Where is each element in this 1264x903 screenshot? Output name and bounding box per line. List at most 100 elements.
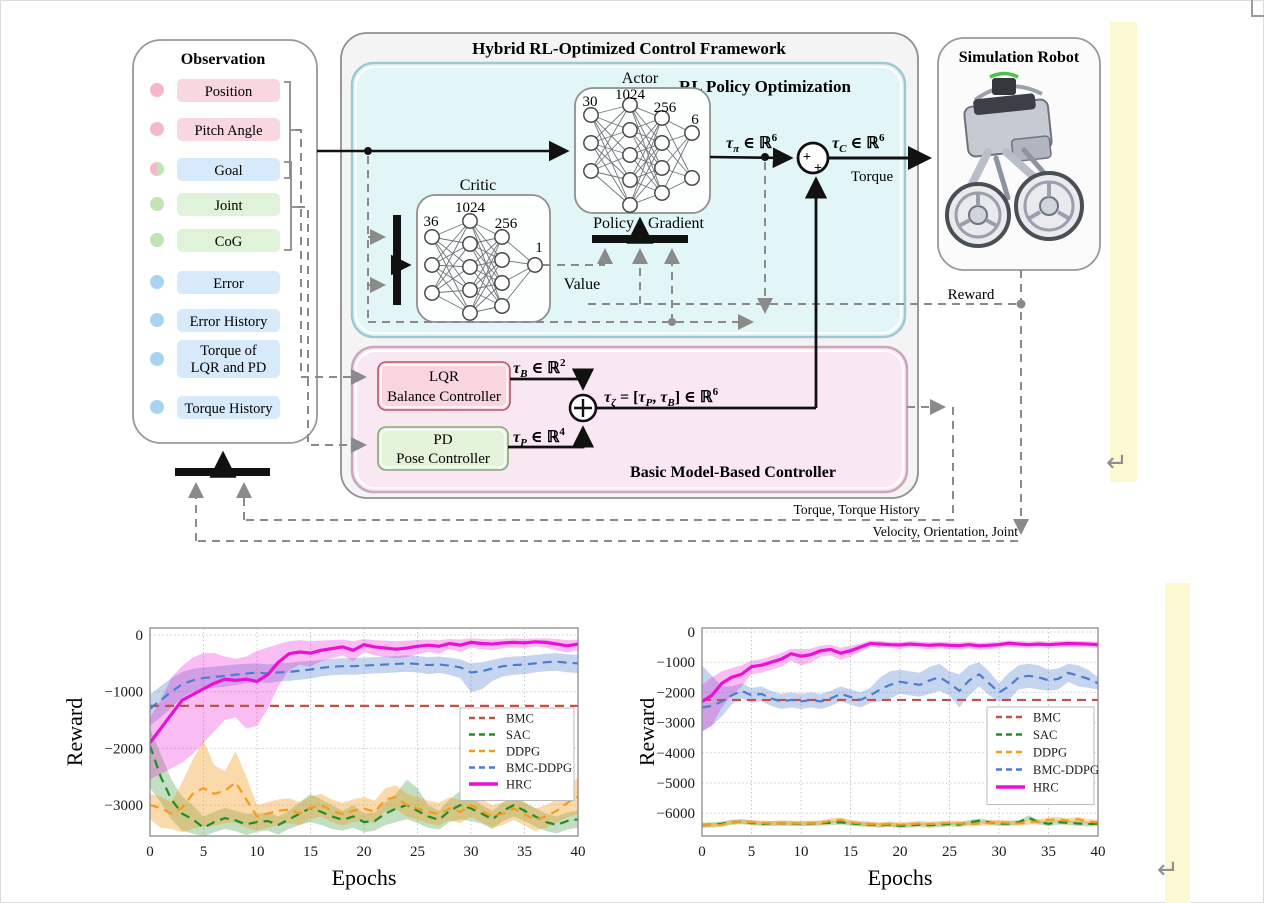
tau-c-label: τC ∈ ℝ6 <box>832 132 885 155</box>
observation-item-label: CoG <box>215 234 243 250</box>
svg-text:30: 30 <box>992 844 1007 860</box>
legend-label-BMC-DDPG: BMC-DDPG <box>1033 763 1099 777</box>
tick-labels: 0 5 10 15 20 25 30 35 40 0 −1000 −2000 −3000 −4000 −50… <box>657 625 1106 860</box>
series-line-SAC <box>150 745 578 829</box>
observation-item-label2: LQR and PD <box>191 360 267 376</box>
value-label: Value <box>564 276 600 293</box>
svg-text:20: 20 <box>357 844 372 860</box>
observation-dot <box>150 122 164 136</box>
legend-label-SAC: SAC <box>1033 728 1057 742</box>
observation-item-torque-history: Torque History <box>150 396 280 419</box>
policy-gradient-bar <box>592 235 688 243</box>
tick-labels: 0 5 10 15 20 25 30 35 40 0 −1000 −2000 −3000 <box>105 628 586 860</box>
svg-text:−2000: −2000 <box>657 685 695 701</box>
feedback-velocity-label: Velocity, Orientation, Joint <box>873 524 1019 539</box>
observation-item-label: Torque History <box>185 401 274 417</box>
band-DDPG <box>702 816 1098 828</box>
tau-pi-label: τπ ∈ ℝ6 <box>726 132 778 155</box>
svg-text:20: 20 <box>893 844 908 860</box>
legend-label-SAC: SAC <box>506 728 530 742</box>
svg-text:+: + <box>814 161 822 176</box>
observation-item-cog: CoG <box>150 229 280 252</box>
y-axis-label: Reward <box>640 698 659 766</box>
critic-input-bar <box>393 215 401 305</box>
observation-items: Position Pitch Angle Goal Joint CoG Error Erro… <box>150 79 280 419</box>
feedback-dashes <box>188 270 1029 542</box>
gradient-label: Gradient <box>648 215 705 232</box>
observation-title: Observation <box>181 51 266 68</box>
return-mark-bottom: ↵ <box>1157 855 1179 885</box>
observation-dot <box>150 275 164 289</box>
framework-title: Hybrid RL-Optimized Control Framework <box>472 39 786 58</box>
svg-text:−6000: −6000 <box>657 806 695 822</box>
x-axis-label: Epochs <box>332 865 397 890</box>
critic-network: Critic 36 1024 256 1 <box>416 177 551 323</box>
tau-b-label: τB ∈ ℝ2 <box>513 357 566 380</box>
observation-dot <box>150 352 164 366</box>
tau-p-label: τP ∈ ℝ4 <box>513 426 565 449</box>
policy-gradient: Policy Gradient <box>592 215 705 244</box>
control-framework-diagram: Hybrid RL-Optimized Control Framework RL… <box>132 32 1101 542</box>
critic-layer-256: 256 <box>495 216 518 232</box>
svg-text:25: 25 <box>942 844 957 860</box>
observation-item-label: Joint <box>214 198 242 214</box>
torque-label: Torque <box>851 169 894 185</box>
legend: BMC SAC DDPG BMC-DDPG HRC <box>459 707 575 801</box>
svg-text:30: 30 <box>464 844 479 860</box>
plot-area <box>150 638 578 836</box>
svg-text:35: 35 <box>517 844 532 860</box>
svg-text:25: 25 <box>410 844 425 860</box>
svg-text:5: 5 <box>200 844 208 860</box>
series-line-DDPG <box>702 818 1098 827</box>
svg-text:10: 10 <box>794 844 809 860</box>
brace-balance-group <box>284 81 296 179</box>
critic-layer-36: 36 <box>424 214 440 230</box>
pd-controller: PD Pose Controller <box>377 426 509 471</box>
svg-text:−3000: −3000 <box>105 798 143 814</box>
observation-item-label: Error History <box>190 314 268 330</box>
svg-text:0: 0 <box>688 625 696 641</box>
observation-dot <box>150 83 164 97</box>
highlight-strip-bottom <box>1165 583 1190 903</box>
svg-text:0: 0 <box>698 844 706 860</box>
observation-panel: Observation Position Pitch Angle Goal Joint… <box>132 39 318 444</box>
highlight-strip-top <box>1110 22 1137 482</box>
actor-output: τπ ∈ ℝ6 <box>709 132 794 169</box>
svg-text:−3000: −3000 <box>657 716 695 732</box>
critic-input-dashes <box>367 156 386 322</box>
observation-dot <box>150 233 164 247</box>
goal-dot-left <box>150 162 157 176</box>
robot-illustration <box>945 71 1084 248</box>
legend-label-HRC: HRC <box>506 778 532 792</box>
svg-text:40: 40 <box>571 844 586 860</box>
left-training-curve-chart: 0 5 10 15 20 25 30 35 40 0 −1000 −2000 −3000 Epochs Re… <box>62 627 586 890</box>
observation-item-label: Position <box>205 84 253 100</box>
observation-dot <box>150 400 164 414</box>
legend-label-DDPG: DDPG <box>1033 746 1067 760</box>
svg-text:10: 10 <box>250 844 265 860</box>
band-HRC <box>150 638 578 780</box>
observation-item-goal: Goal <box>150 158 280 181</box>
legend-label-BMC: BMC <box>506 712 534 726</box>
observation-item-label: Torque of <box>200 343 257 359</box>
x-axis-label: Epochs <box>868 865 933 890</box>
legend-label-BMC-DDPG: BMC-DDPG <box>506 761 572 775</box>
svg-text:−4000: −4000 <box>657 746 695 762</box>
axes-frame <box>149 627 579 837</box>
svg-text:0: 0 <box>136 628 144 644</box>
svg-text:0: 0 <box>146 844 154 860</box>
band-BMC-DDPG <box>702 662 1098 732</box>
legend-label-DDPG: DDPG <box>506 745 540 759</box>
bmc-label: Basic Model-Based Controller <box>630 464 836 481</box>
observation-input-bar <box>175 450 270 478</box>
svg-text:−5000: −5000 <box>657 776 695 792</box>
robot-title: Simulation Robot <box>959 49 1080 66</box>
svg-text:+: + <box>803 150 811 165</box>
plot-area <box>702 640 1098 829</box>
critic-layer-1: 1 <box>535 240 543 256</box>
svg-text:−1000: −1000 <box>105 685 143 701</box>
axes-frame <box>701 627 1099 837</box>
svg-text:5: 5 <box>748 844 756 860</box>
lqr-line1: LQR <box>429 369 459 385</box>
actor-layer-256: 256 <box>654 100 677 116</box>
